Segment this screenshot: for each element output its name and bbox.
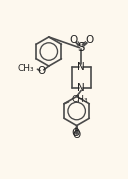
Text: S: S: [77, 41, 85, 54]
Text: CH₃: CH₃: [72, 95, 88, 104]
Text: N: N: [77, 62, 85, 72]
Text: O: O: [73, 130, 81, 140]
Text: CH₃: CH₃: [18, 64, 34, 73]
Text: O: O: [85, 35, 93, 45]
Text: N: N: [77, 83, 85, 93]
Text: O: O: [37, 66, 45, 76]
Text: O: O: [69, 35, 78, 45]
Text: O: O: [71, 129, 79, 138]
